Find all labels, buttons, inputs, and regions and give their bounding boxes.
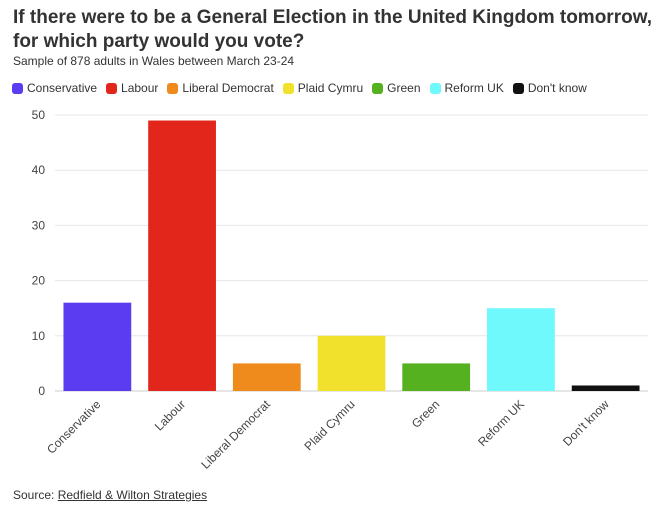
y-tick-label: 0 — [38, 384, 45, 398]
x-tick-label: Green — [409, 397, 442, 430]
legend-swatch — [106, 82, 118, 94]
legend: Conservative Labour Liberal Democrat Plaid … — [12, 81, 587, 95]
x-tick-label: Don't know — [560, 397, 612, 449]
legend-item-green[interactable]: Green — [372, 81, 421, 95]
x-tick-label: Plaid Cymru — [302, 397, 358, 453]
x-tick-label: Labour — [152, 397, 188, 433]
source-prefix: Source: — [13, 488, 58, 502]
legend-item-don-t-know[interactable]: Don't know — [512, 81, 587, 95]
bar-reform-uk[interactable] — [487, 308, 555, 391]
legend-item-labour[interactable]: Labour — [106, 81, 158, 95]
bar-labour[interactable] — [148, 120, 216, 392]
y-tick-label: 10 — [32, 329, 46, 343]
bars — [63, 120, 640, 392]
y-tick-label: 30 — [32, 218, 46, 232]
legend-label: Plaid Cymru — [297, 81, 364, 95]
legend-label: Conservative — [27, 81, 98, 95]
bar-plaid-cymru[interactable] — [317, 335, 386, 391]
x-tick-label: Reform UK — [475, 397, 527, 449]
source-link[interactable]: Redfield & Wilton Strategies — [57, 488, 208, 502]
y-tick-label: 20 — [32, 274, 46, 288]
legend-item-liberal-democrat[interactable]: Liberal Democrat — [167, 81, 274, 95]
legend-swatch — [512, 82, 524, 94]
bar-chart: 0 10 20 30 40 50 Conservative Labour Liberal De… — [32, 108, 648, 472]
legend-item-plaid-cymru[interactable]: Plaid Cymru — [282, 81, 364, 95]
legend-swatch — [12, 82, 23, 94]
legend-label: Green — [387, 81, 421, 95]
legend-label: Liberal Democrat — [182, 81, 274, 95]
bar-liberal-democrat[interactable] — [232, 363, 301, 391]
legend-swatch — [282, 82, 294, 94]
legend-label: Reform UK — [444, 81, 504, 95]
legend-label: Don't know — [527, 81, 587, 95]
x-axis-ticks: Conservative Labour Liberal Democrat Plaid … — [44, 397, 612, 472]
x-tick-label: Conservative — [44, 397, 104, 457]
y-axis-ticks: 0 10 20 30 40 50 — [32, 108, 46, 398]
legend-item-conservative[interactable]: Conservative — [12, 81, 97, 95]
chart-subtitle: Sample of 878 adults in Wales between Ma… — [13, 54, 295, 68]
source-note: Source: Redfield & Wilton Strategies — [13, 488, 207, 502]
y-tick-label: 40 — [32, 163, 46, 177]
legend-swatch — [372, 82, 384, 94]
y-tick-label: 50 — [32, 108, 46, 122]
chart-title: If there were to be a General Election i… — [13, 7, 653, 52]
bar-green[interactable] — [402, 363, 471, 391]
bar-conservative[interactable] — [63, 302, 132, 391]
bar-don-t-know[interactable] — [571, 385, 640, 391]
legend-swatch — [429, 82, 441, 94]
legend-item-reform-uk[interactable]: Reform UK — [429, 81, 504, 95]
x-tick-label: Liberal Democrat — [198, 397, 273, 472]
legend-label: Labour — [121, 81, 159, 95]
legend-swatch — [167, 82, 179, 94]
